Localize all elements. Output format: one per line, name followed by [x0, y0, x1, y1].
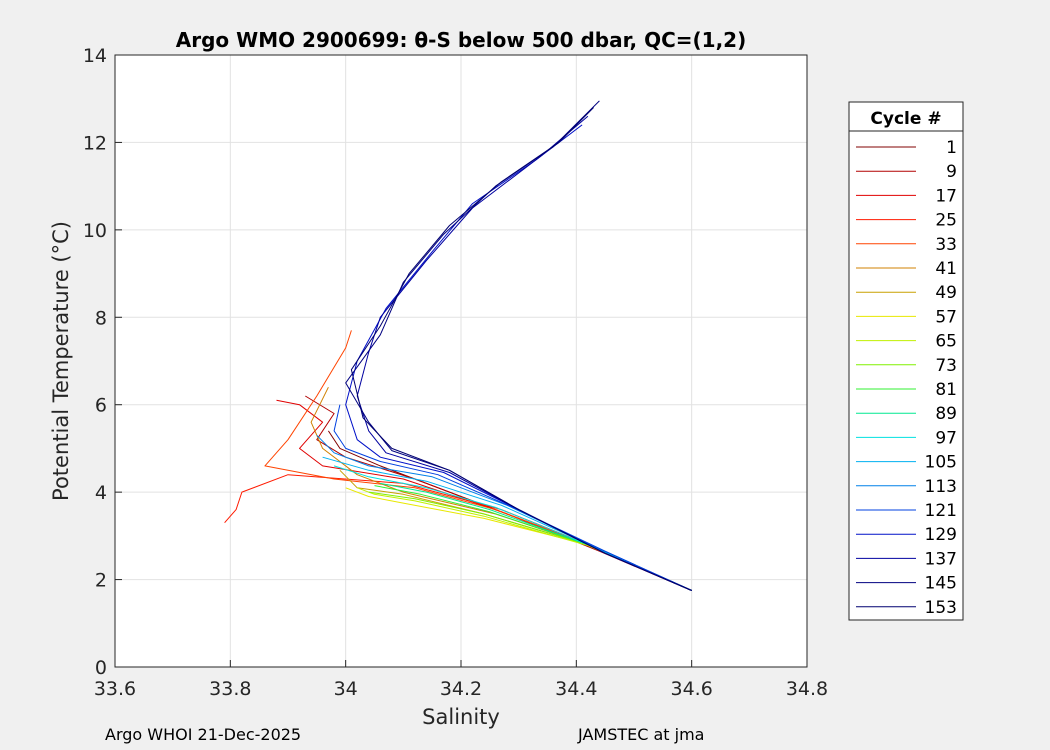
legend-label: 105 — [925, 453, 957, 473]
legend-label: 137 — [925, 549, 957, 569]
legend-label: 25 — [935, 211, 957, 231]
legend-label: 41 — [935, 259, 957, 279]
footer-right: JAMSTEC at jma — [578, 725, 705, 744]
legend-label: 33 — [935, 235, 957, 255]
legend-label: 49 — [935, 283, 957, 303]
legend-label: 1 — [946, 138, 957, 158]
series-line-cycle-153 — [350, 107, 692, 591]
y-axis: 0 2 4 6 8 10 12 14 — [83, 45, 122, 679]
legend-label: 17 — [935, 186, 957, 206]
x-tick-label: 33.6 — [94, 678, 136, 700]
y-tick-label: 8 — [95, 307, 107, 329]
x-tick-label: 34.4 — [555, 678, 597, 700]
legend-label: 129 — [925, 525, 957, 545]
x-tick-label: 34.2 — [440, 678, 482, 700]
legend-label: 97 — [935, 428, 957, 448]
y-axis-label: Potential Temperature (°C) — [49, 221, 73, 501]
y-tick-label: 4 — [95, 482, 107, 504]
legend-label: 81 — [935, 380, 957, 400]
legend: Cycle # 1 9 17 25 33 41 49 57 65 73 81 89 97 105 113 12… — [848, 101, 964, 621]
legend-label: 153 — [925, 598, 957, 618]
x-tick-label: 34.6 — [671, 678, 713, 700]
series-line-cycle-121 — [333, 404, 692, 591]
legend-label: 65 — [935, 332, 957, 352]
y-tick-label: 12 — [83, 132, 107, 154]
y-tick-label: 10 — [83, 220, 107, 242]
y-tick-label: 14 — [83, 45, 107, 67]
legend-label: 113 — [925, 477, 957, 497]
series-layer — [224, 100, 692, 591]
x-tick-label: 34 — [334, 678, 358, 700]
series-line-cycle-33 — [264, 330, 692, 591]
y-tick-label: 0 — [95, 657, 107, 679]
x-tick-label: 34.8 — [786, 678, 828, 700]
legend-label: 73 — [935, 356, 957, 376]
footer-left: Argo WHOI 21-Dec-2025 — [105, 725, 302, 744]
legend-label: 121 — [925, 501, 957, 521]
y-tick-label: 2 — [95, 570, 107, 592]
legend-label: 57 — [935, 307, 957, 327]
x-axis: 33.6 33.8 34 34.2 34.4 34.6 34.8 — [94, 660, 828, 700]
y-tick-label: 6 — [95, 395, 107, 417]
x-tick-label: 33.8 — [209, 678, 251, 700]
legend-items: 1 9 17 25 33 41 49 57 65 73 81 89 97 105 113 121 129 137 1… — [856, 138, 957, 618]
legend-label: 145 — [925, 574, 957, 594]
legend-label: 9 — [946, 162, 957, 182]
legend-box — [848, 101, 964, 621]
x-axis-label: Salinity — [422, 705, 500, 729]
legend-label: 89 — [935, 404, 957, 424]
chart-title: Argo WMO 2900699: θ-S below 500 dbar, QC… — [176, 28, 746, 52]
legend-title: Cycle # — [870, 109, 941, 129]
